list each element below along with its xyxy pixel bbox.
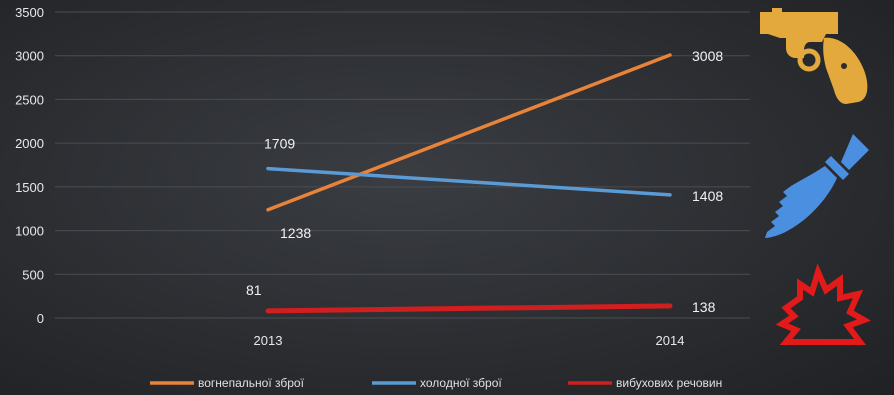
x-axis-ticks: 2013 2014 [254, 333, 685, 348]
data-label: 1408 [692, 188, 723, 204]
legend-label: вогнепальної зброї [198, 376, 305, 390]
series-line [265, 303, 673, 314]
y-tick-label: 3000 [15, 49, 44, 64]
data-label: 3008 [692, 48, 723, 64]
y-tick-label: 2500 [15, 92, 44, 107]
y-tick-label: 1000 [15, 224, 44, 239]
legend-label: вибухових речовин [616, 376, 722, 390]
data-label: 1238 [280, 225, 311, 241]
series-lines [265, 53, 673, 314]
y-axis-ticks: 0 500 1000 1500 2000 2500 3000 3500 [15, 5, 44, 326]
series-line [266, 53, 672, 212]
gridlines [55, 11, 750, 319]
y-tick-label: 500 [22, 267, 44, 282]
legend-label: холодної зброї [420, 376, 502, 390]
x-tick-label: 2013 [254, 333, 283, 348]
explosion-icon [775, 263, 872, 345]
data-label: 138 [692, 299, 716, 315]
data-labels: 1238 3008 1709 1408 81 138 [246, 48, 723, 315]
y-tick-label: 2000 [15, 136, 44, 151]
revolver-icon [760, 8, 868, 104]
legend: вогнепальної зброї холодної зброї вибухови… [150, 376, 722, 390]
x-tick-label: 2014 [656, 333, 685, 348]
y-tick-label: 1500 [15, 180, 44, 195]
y-tick-label: 0 [37, 311, 44, 326]
data-label: 81 [246, 282, 262, 298]
y-tick-label: 3500 [15, 5, 44, 20]
knife-icon [765, 134, 869, 238]
series-line [266, 166, 672, 197]
data-label: 1709 [264, 136, 295, 152]
